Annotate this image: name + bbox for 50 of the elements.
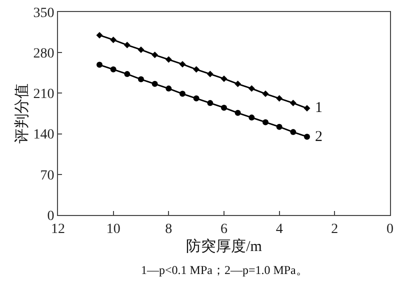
point bbox=[138, 76, 144, 82]
point bbox=[290, 100, 296, 106]
point bbox=[207, 100, 214, 106]
y-tick-label: 350 bbox=[33, 6, 54, 21]
y-tick-label: 140 bbox=[33, 128, 54, 143]
x-tick-label: 0 bbox=[386, 222, 394, 237]
point bbox=[124, 71, 130, 78]
point bbox=[166, 86, 172, 92]
x-axis-title: 防突厚度/m bbox=[186, 238, 262, 255]
point bbox=[124, 42, 130, 48]
point bbox=[276, 95, 283, 102]
annotation: 1 bbox=[315, 100, 322, 116]
point bbox=[276, 124, 282, 130]
point bbox=[248, 114, 255, 121]
point bbox=[304, 105, 310, 112]
x-tick-label: 2 bbox=[331, 222, 338, 237]
point bbox=[234, 110, 241, 116]
y-tick-label: 280 bbox=[33, 46, 54, 62]
point bbox=[110, 66, 116, 72]
point bbox=[206, 70, 214, 78]
x-tick-label: 8 bbox=[165, 222, 172, 237]
point bbox=[290, 129, 296, 136]
point bbox=[262, 119, 268, 126]
point bbox=[248, 85, 255, 92]
point bbox=[152, 80, 158, 87]
point bbox=[165, 56, 172, 63]
x-tick-label: 4 bbox=[276, 222, 283, 237]
point bbox=[193, 66, 200, 73]
annotation: 2 bbox=[315, 129, 322, 145]
point bbox=[262, 90, 269, 98]
point bbox=[96, 62, 102, 68]
point bbox=[221, 104, 227, 111]
x-tick-label: 12 bbox=[51, 222, 65, 237]
text: 1—p<0.1 MPa；2—p=1.0 MPa。 bbox=[141, 263, 308, 277]
y-tick-label: 70 bbox=[40, 168, 54, 184]
point bbox=[220, 75, 228, 82]
point bbox=[138, 46, 144, 53]
point bbox=[152, 52, 158, 58]
x-tick-label: 10 bbox=[106, 222, 120, 237]
y-tick-label: 0 bbox=[47, 208, 54, 224]
point bbox=[179, 60, 186, 68]
point bbox=[96, 32, 103, 38]
point bbox=[193, 95, 200, 102]
point bbox=[110, 36, 117, 44]
y-axis-title: 评判分值 bbox=[13, 84, 30, 144]
y-tick-label: 210 bbox=[33, 87, 54, 102]
x-tick-label: 6 bbox=[220, 222, 228, 237]
point bbox=[234, 80, 242, 88]
point bbox=[304, 134, 310, 140]
point bbox=[180, 90, 186, 97]
